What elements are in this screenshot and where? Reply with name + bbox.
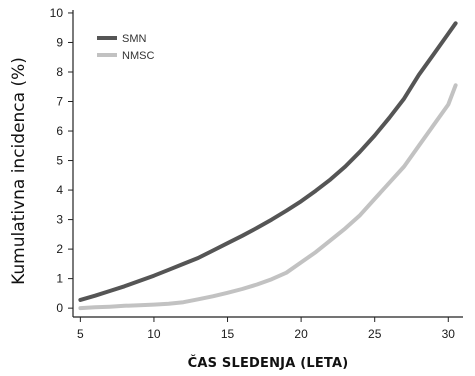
x-tick-label: 25 (368, 327, 382, 341)
series-layer (78, 21, 458, 311)
y-tick-label: 0 (56, 301, 63, 315)
legend-label: SMN (122, 33, 147, 45)
ticks-layer: 0 1 2 3 4 5 6 7 8 9 10 5 10 15 20 25 30 (50, 6, 456, 341)
y-tick-label: 1 (56, 272, 63, 286)
x-tick-label: 30 (442, 327, 456, 341)
legend-label: NMSC (122, 50, 154, 62)
y-tick-label: 7 (56, 95, 63, 109)
x-tick-label: 5 (77, 327, 84, 341)
y-tick-label: 9 (56, 35, 63, 49)
y-tick-label: 8 (56, 65, 63, 79)
series-line-smn (78, 21, 458, 302)
plot-area: 0 1 2 3 4 5 6 7 8 9 10 5 10 15 20 25 30 SMN NMSC (50, 6, 463, 341)
y-tick-label: 3 (56, 213, 63, 227)
y-axis-label: Kumulativna incidenca (%) (9, 57, 29, 285)
y-tick-label: 2 (56, 242, 63, 256)
y-tick-label: 10 (50, 6, 64, 20)
y-tick-label: 6 (56, 124, 63, 138)
x-axis-label: ČAS SLEDENJA (LETA) (188, 355, 349, 371)
legend: SMN NMSC (97, 33, 154, 62)
axes-layer (72, 10, 463, 318)
y-tick-label: 4 (56, 183, 63, 197)
x-tick-label: 10 (147, 327, 161, 341)
series-line-nmsc (78, 83, 458, 311)
x-tick-label: 15 (221, 327, 235, 341)
y-tick-label: 5 (56, 154, 63, 168)
x-tick-label: 20 (294, 327, 308, 341)
